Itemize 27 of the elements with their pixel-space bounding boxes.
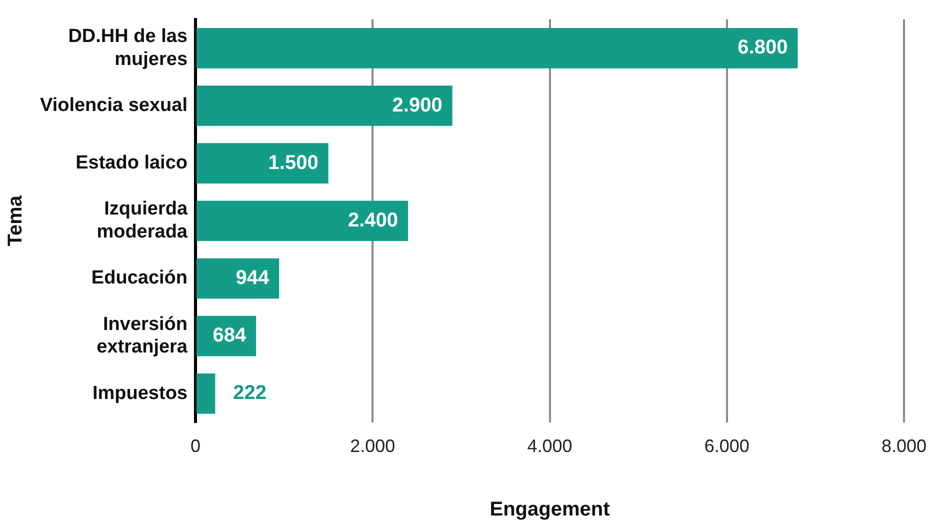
data-label: 944 (236, 266, 270, 289)
data-label: 222 (233, 382, 267, 404)
data-label: 684 (212, 324, 247, 347)
y-tick-label: Estado laico (76, 152, 188, 174)
y-tick-label: DD.HH de las mujeres (68, 26, 188, 70)
x-tick-label: 2.000 (350, 436, 396, 456)
data-label: 6.800 (738, 36, 788, 59)
bar (196, 143, 328, 184)
x-tick-label: 4.000 (527, 436, 572, 456)
x-tick-label: 8.000 (881, 436, 927, 456)
data-label: 1.500 (268, 152, 318, 174)
y-axis-title: Tema (4, 194, 27, 246)
data-label: 2.400 (348, 209, 398, 232)
y-tick-label: Inversión extranjera (96, 314, 188, 358)
data-label: 2.900 (392, 94, 442, 116)
bar (196, 258, 280, 299)
bar (196, 28, 798, 68)
y-tick-label: Izquierda moderada (96, 198, 188, 243)
bar (196, 373, 216, 414)
x-axis-title: Engagement (490, 498, 610, 521)
y-tick-label: Violencia sexual (40, 94, 188, 116)
x-tick-label: 0 (190, 436, 201, 456)
x-tick-label: 6.000 (704, 436, 750, 456)
y-tick-label: Impuestos (92, 382, 188, 404)
bar (196, 200, 408, 242)
y-tick-label: Educación (91, 268, 188, 289)
bar (196, 86, 452, 126)
